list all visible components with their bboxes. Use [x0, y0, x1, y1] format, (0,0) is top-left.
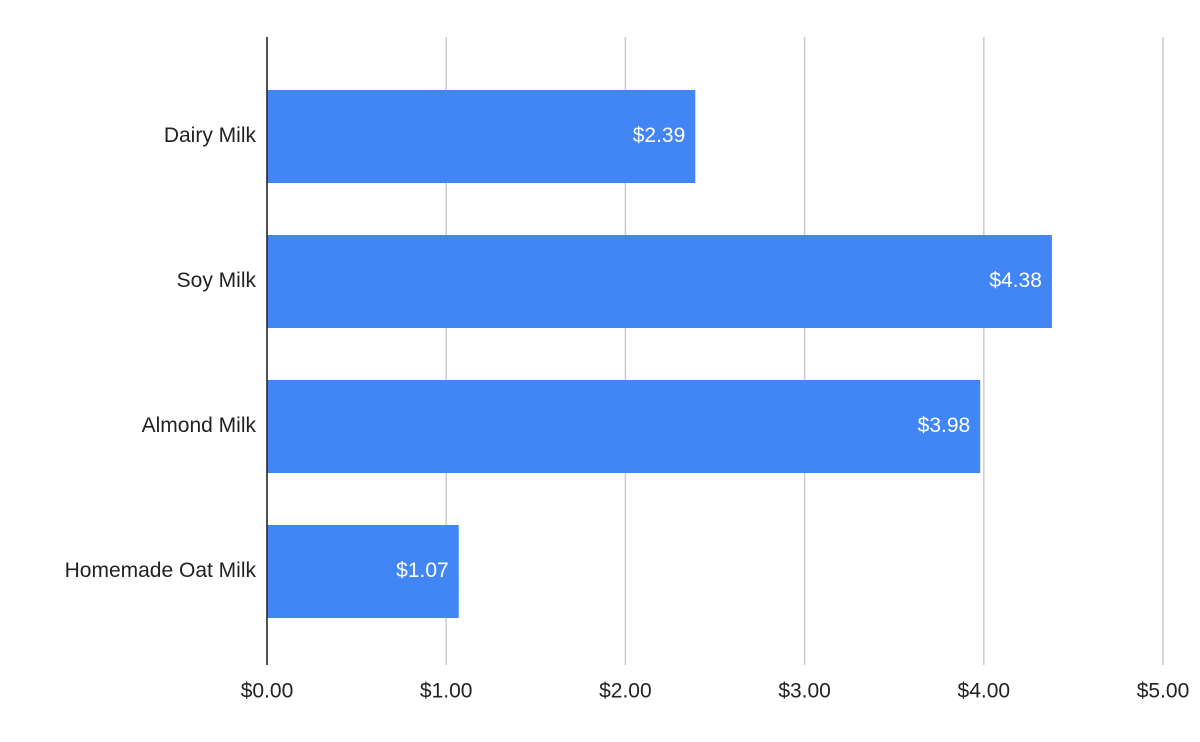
value-label: $3.98 [918, 414, 971, 437]
bar [267, 235, 1052, 328]
x-tick-label: $1.00 [420, 680, 473, 703]
y-tick-label: Dairy Milk [164, 124, 257, 147]
x-tick-label: $3.00 [778, 680, 831, 703]
x-tick-label: $2.00 [599, 680, 652, 703]
x-tick-label: $0.00 [241, 680, 294, 703]
value-label: $2.39 [633, 124, 686, 147]
x-tick-label: $5.00 [1137, 680, 1190, 703]
y-tick-label: Soy Milk [177, 269, 257, 292]
x-tick-label: $4.00 [958, 680, 1011, 703]
bar [267, 90, 696, 183]
y-tick-label: Homemade Oat Milk [65, 559, 257, 582]
value-label: $4.38 [989, 269, 1042, 292]
bar [267, 380, 981, 473]
value-label: $1.07 [396, 559, 449, 582]
bar [267, 525, 459, 618]
y-tick-label: Almond Milk [142, 414, 257, 437]
